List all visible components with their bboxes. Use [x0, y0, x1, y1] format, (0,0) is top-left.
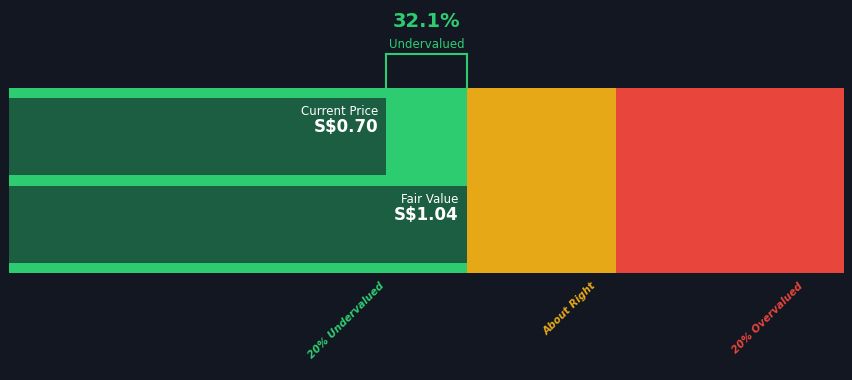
- Bar: [9, 185, 466, 263]
- Text: Fair Value: Fair Value: [400, 193, 458, 206]
- Bar: [466, 87, 615, 274]
- Bar: [9, 98, 386, 175]
- Text: 32.1%: 32.1%: [392, 12, 460, 31]
- Text: Undervalued: Undervalued: [389, 38, 463, 51]
- Text: S$1.04: S$1.04: [393, 206, 458, 224]
- Text: S$0.70: S$0.70: [313, 118, 377, 136]
- Bar: [9, 87, 466, 274]
- Bar: [615, 87, 843, 274]
- Text: 20% Overvalued: 20% Overvalued: [729, 281, 803, 355]
- Text: 20% Undervalued: 20% Undervalued: [306, 281, 386, 361]
- Text: Current Price: Current Price: [301, 105, 377, 118]
- Text: About Right: About Right: [541, 281, 597, 337]
